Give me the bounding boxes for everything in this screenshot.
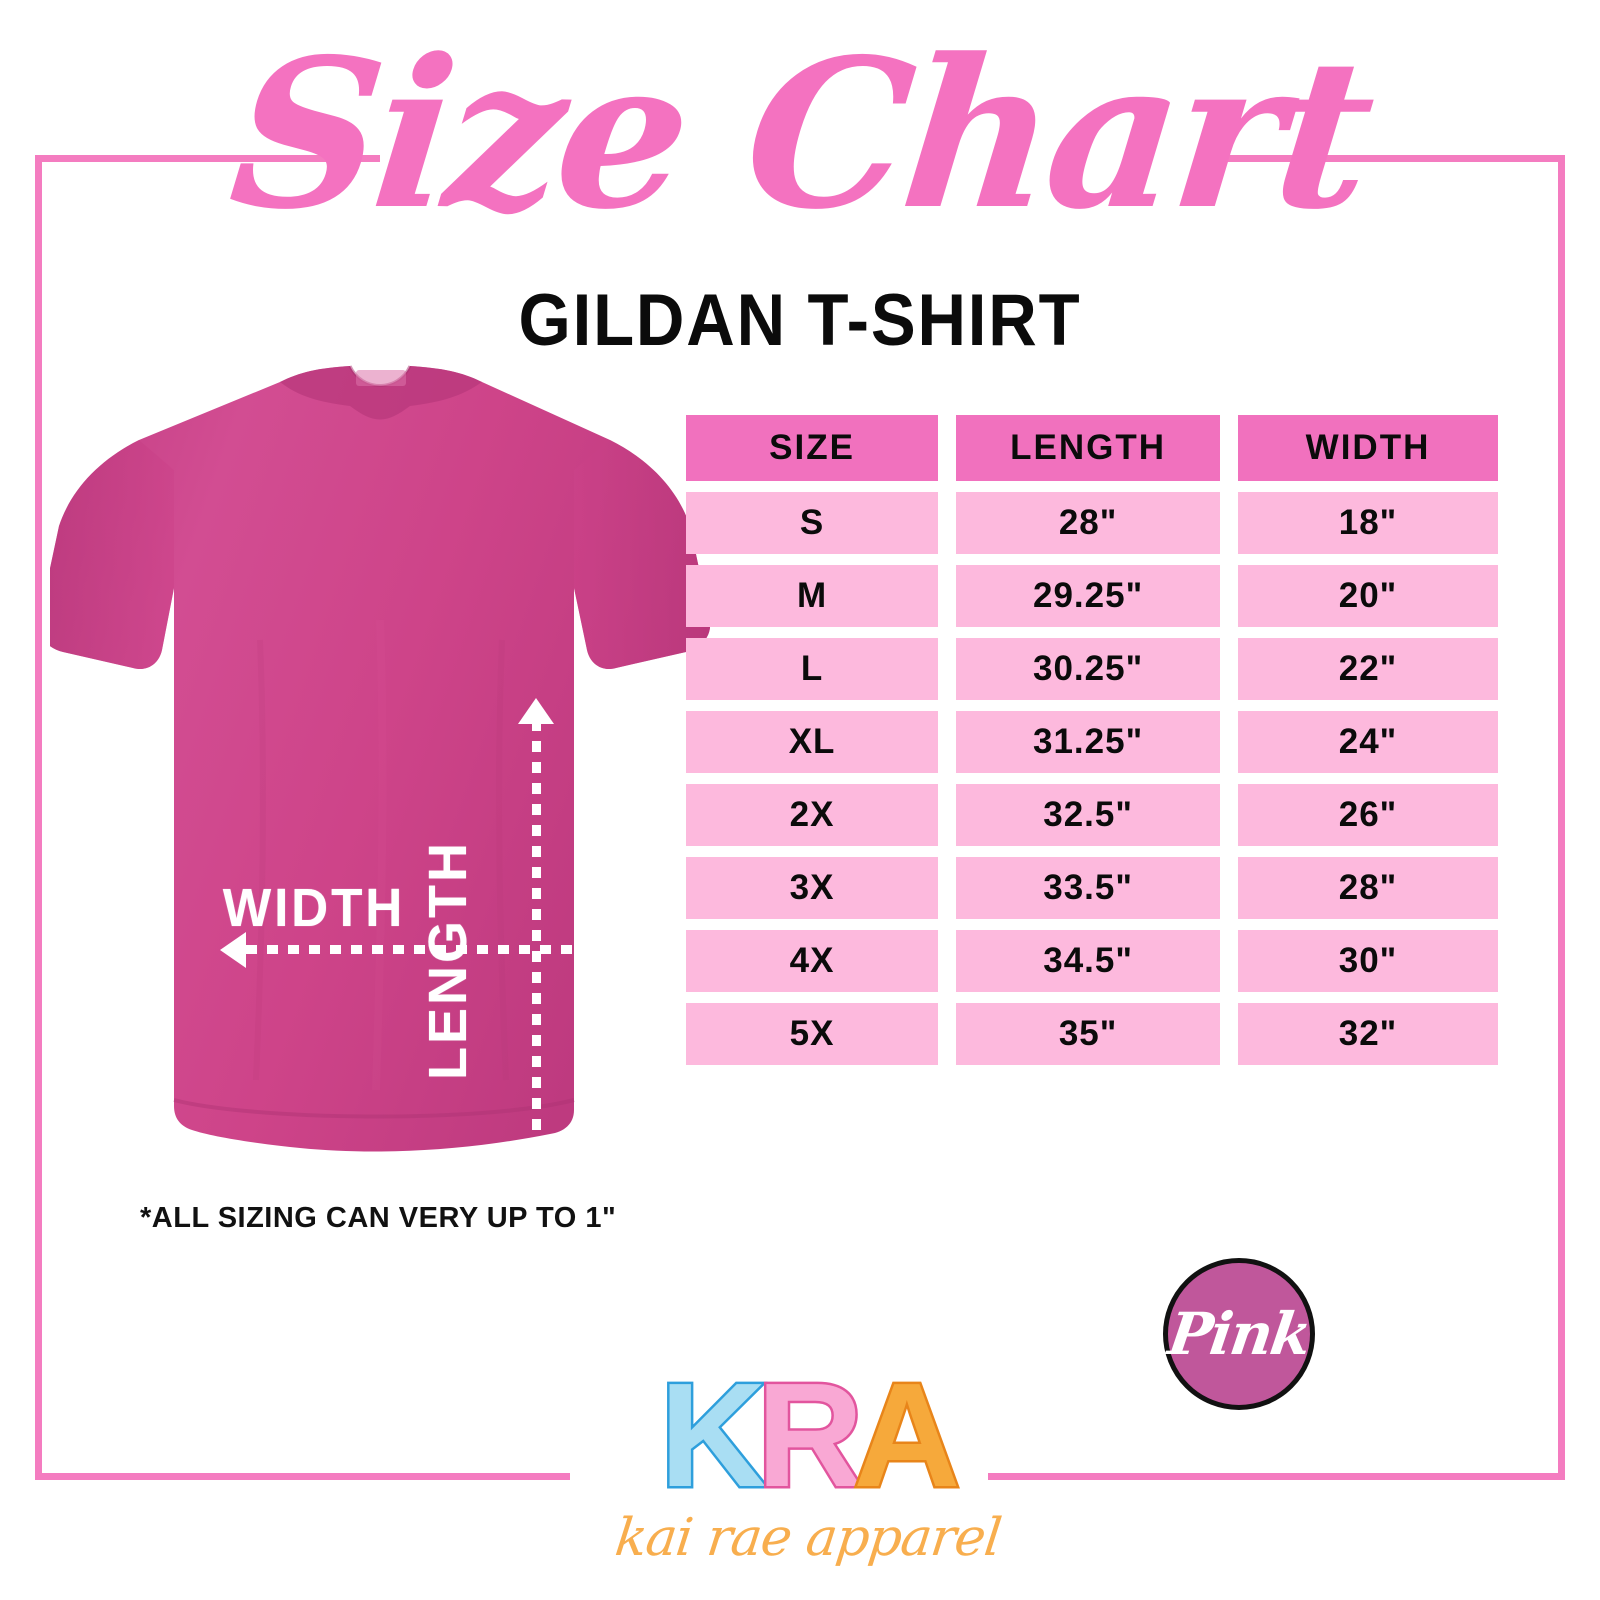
arrow-up-icon	[518, 698, 554, 724]
frame-border-right	[1558, 155, 1565, 1480]
table-row: M 29.25" 20"	[686, 565, 1498, 627]
table-header-size: SIZE	[686, 415, 939, 481]
table-row: S 28" 18"	[686, 492, 1498, 554]
width-label: WIDTH	[222, 878, 406, 938]
table-row: L 30.25" 22"	[686, 638, 1498, 700]
arrow-down-icon	[518, 1386, 554, 1412]
tshirt-fold-right	[496, 639, 509, 1081]
table-row: 4X 34.5" 30"	[686, 930, 1498, 992]
tshirt-collar	[280, 366, 482, 420]
cell-size: M	[686, 565, 939, 627]
width-dashed-line	[246, 945, 578, 954]
brand-logo: KRA kai rae apparel	[608, 1353, 1008, 1585]
frame-border-bottom-left	[35, 1473, 570, 1480]
frame-border-top-right	[1208, 155, 1565, 162]
cell-length: 31.25"	[956, 711, 1221, 773]
brand-tagline: kai rae apparel	[611, 1508, 1005, 1568]
cell-size: S	[686, 492, 939, 554]
table-header-length: LENGTH	[956, 415, 1221, 481]
cell-length: 28"	[956, 492, 1221, 554]
frame-border-top-left	[35, 155, 380, 162]
cell-width: 32"	[1238, 1003, 1498, 1065]
cell-length: 34.5"	[956, 930, 1221, 992]
frame-border-left	[35, 155, 42, 1480]
tshirt-svg	[50, 365, 710, 1152]
cell-size: 4X	[686, 930, 939, 992]
logo-letter-a: A	[851, 1353, 963, 1518]
length-label: LENGTH	[418, 840, 478, 1080]
logo-letter-r: R	[754, 1353, 866, 1518]
tshirt-hem-line	[173, 1098, 575, 1119]
color-badge-label: Pink	[1164, 1300, 1314, 1368]
length-dashed-line	[532, 720, 541, 1392]
cell-width: 24"	[1238, 711, 1498, 773]
table-row: 2X 32.5" 26"	[686, 784, 1498, 846]
size-chart-table: SIZE LENGTH WIDTH S 28" 18" M 29.25" 20"…	[686, 415, 1498, 1076]
tshirt-left-sleeve	[50, 440, 174, 669]
cell-width: 30"	[1238, 930, 1498, 992]
table-row: XL 31.25" 24"	[686, 711, 1498, 773]
cell-length: 32.5"	[956, 784, 1221, 846]
cell-size: XL	[686, 711, 939, 773]
cell-size: 2X	[686, 784, 939, 846]
frame-border-bottom-right	[988, 1473, 1565, 1480]
sizing-disclaimer: *ALL SIZING CAN VERY UP TO 1"	[140, 1202, 617, 1234]
table-row: 3X 33.5" 28"	[686, 857, 1498, 919]
cell-width: 20"	[1238, 565, 1498, 627]
table-header-row: SIZE LENGTH WIDTH	[686, 415, 1498, 481]
cell-length: 35"	[956, 1003, 1221, 1065]
arrow-right-icon	[578, 932, 604, 968]
color-badge-pink: Pink	[1163, 1258, 1315, 1410]
tshirt-right-sleeve	[574, 440, 710, 669]
cell-size: 3X	[686, 857, 939, 919]
table-header-width: WIDTH	[1238, 415, 1498, 481]
cell-width: 22"	[1238, 638, 1498, 700]
cell-width: 18"	[1238, 492, 1498, 554]
tshirt-fold-left	[253, 639, 266, 1081]
page-title: Size Chart	[221, 15, 1379, 255]
table-row: 5X 35" 32"	[686, 1003, 1498, 1065]
cell-width: 26"	[1238, 784, 1498, 846]
tshirt-illustration: WIDTH LENGTH	[50, 320, 710, 1412]
cell-length: 29.25"	[956, 565, 1221, 627]
cell-width: 28"	[1238, 857, 1498, 919]
cell-length: 33.5"	[956, 857, 1221, 919]
cell-length: 30.25"	[956, 638, 1221, 700]
brand-logo-letters: KRA	[608, 1353, 1008, 1518]
tshirt-neck-tag	[356, 370, 406, 386]
arrow-left-icon	[220, 932, 246, 968]
cell-size: L	[686, 638, 939, 700]
tshirt-body-shape	[50, 366, 710, 1152]
page-subtitle: GILDAN T-SHIRT	[518, 280, 1082, 361]
logo-letter-k: K	[657, 1353, 769, 1518]
cell-size: 5X	[686, 1003, 939, 1065]
tshirt-fold-center	[372, 619, 387, 1091]
